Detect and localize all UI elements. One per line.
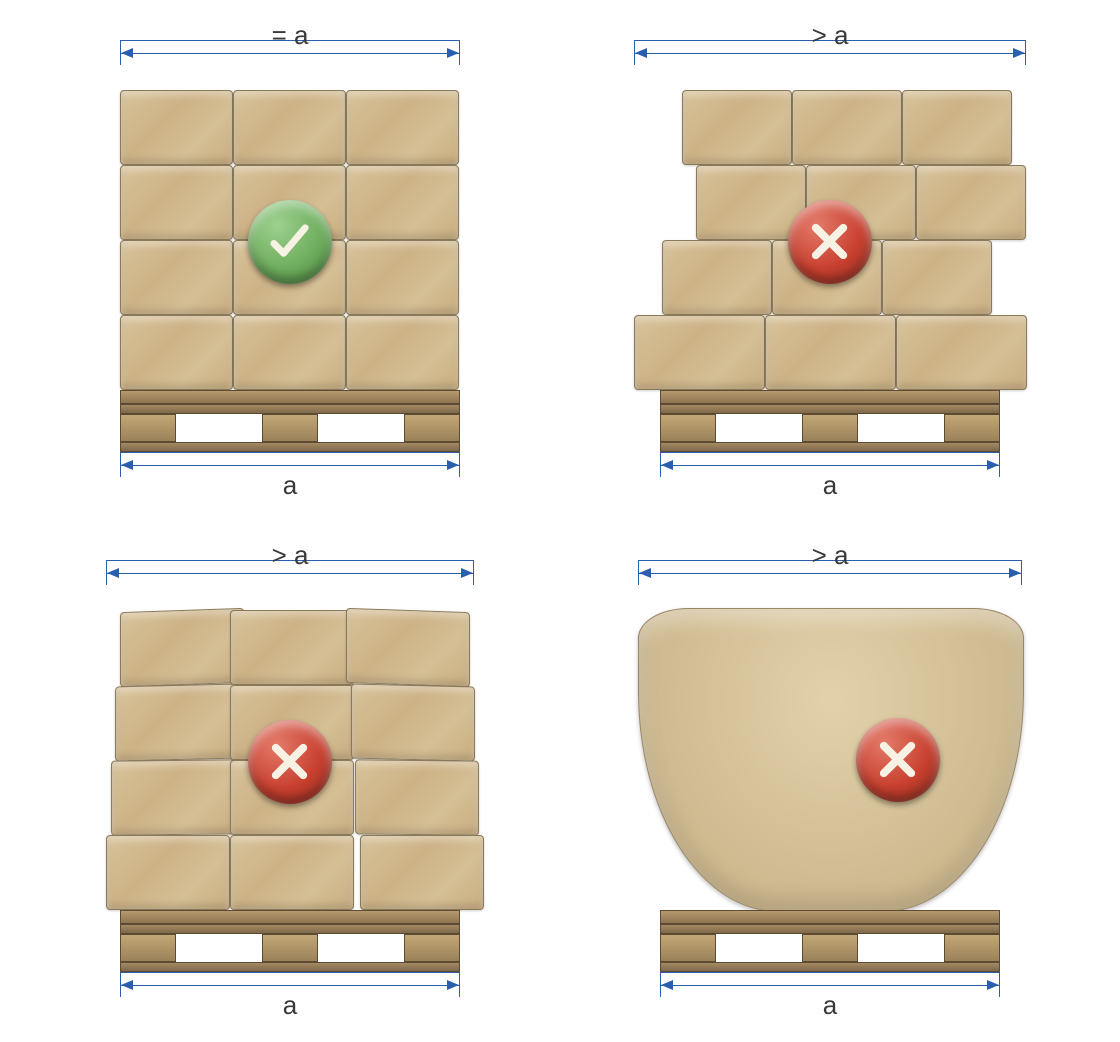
top-dimension-label: > a bbox=[638, 540, 1022, 571]
box bbox=[230, 610, 354, 685]
panel-correct: = a a bbox=[100, 20, 560, 500]
box bbox=[346, 240, 459, 315]
bottom-dimension bbox=[660, 452, 1000, 453]
box bbox=[902, 90, 1012, 165]
bottom-dimension bbox=[120, 972, 460, 973]
top-dimension-label: > a bbox=[634, 20, 1026, 51]
bulging-load bbox=[638, 608, 1024, 912]
pallet bbox=[660, 390, 1000, 452]
box bbox=[682, 90, 792, 165]
cross-icon bbox=[806, 218, 853, 265]
panel-bulging: > a a bbox=[640, 540, 1100, 1020]
top-dimension-label: > a bbox=[106, 540, 474, 571]
bottom-dimension-label: a bbox=[660, 470, 1000, 501]
box bbox=[120, 90, 233, 165]
pallet bbox=[660, 910, 1000, 972]
pallet bbox=[120, 390, 460, 452]
status-badge-bad bbox=[856, 718, 940, 802]
box bbox=[351, 684, 475, 762]
box bbox=[346, 608, 470, 687]
cross-icon bbox=[266, 738, 313, 785]
top-dimension-label: = a bbox=[120, 20, 460, 51]
box bbox=[233, 315, 346, 390]
box bbox=[120, 315, 233, 390]
box bbox=[765, 315, 896, 390]
box bbox=[120, 240, 233, 315]
panel-leaning: > a a bbox=[100, 540, 560, 1020]
box bbox=[233, 90, 346, 165]
box bbox=[792, 90, 902, 165]
box bbox=[346, 90, 459, 165]
box bbox=[360, 835, 484, 910]
box bbox=[106, 835, 230, 910]
box bbox=[916, 165, 1026, 240]
box bbox=[120, 165, 233, 240]
box bbox=[115, 684, 239, 762]
box bbox=[634, 315, 765, 390]
box bbox=[662, 240, 772, 315]
bottom-dimension bbox=[660, 972, 1000, 973]
box bbox=[120, 608, 244, 687]
box bbox=[111, 759, 235, 835]
panel-shifted: > a a bbox=[640, 20, 1100, 500]
bottom-dimension-label: a bbox=[120, 990, 460, 1021]
box bbox=[346, 165, 459, 240]
status-badge-bad bbox=[788, 200, 872, 284]
pallet bbox=[120, 910, 460, 972]
box bbox=[346, 315, 459, 390]
check-icon bbox=[266, 218, 313, 265]
bottom-dimension bbox=[120, 452, 460, 453]
box bbox=[230, 835, 354, 910]
bottom-dimension-label: a bbox=[120, 470, 460, 501]
box bbox=[882, 240, 992, 315]
cross-icon bbox=[874, 736, 921, 783]
status-badge-bad bbox=[248, 720, 332, 804]
box bbox=[896, 315, 1027, 390]
status-badge-ok bbox=[248, 200, 332, 284]
box bbox=[355, 759, 479, 835]
bottom-dimension-label: a bbox=[660, 990, 1000, 1021]
